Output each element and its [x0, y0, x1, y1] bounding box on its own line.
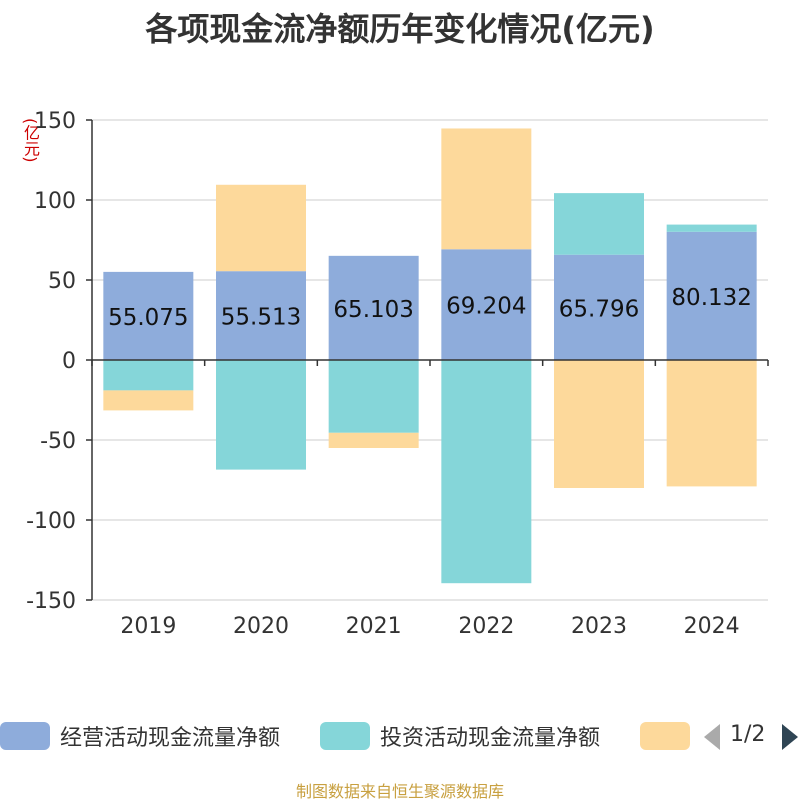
- x-tick-label: 2023: [571, 614, 627, 639]
- data-label: 55.075: [108, 305, 188, 331]
- data-label: 65.103: [333, 297, 413, 323]
- y-tick-label: 50: [48, 269, 76, 294]
- bar-series0: [103, 271, 194, 360]
- x-tick-label: 2019: [120, 614, 176, 639]
- legend-swatch-operating: [0, 722, 50, 750]
- source-note: 制图数据来自恒生聚源数据库: [295, 782, 504, 801]
- chart-title: 各项现金流净额历年变化情况(亿元): [145, 10, 655, 48]
- bar-series1: [666, 224, 757, 232]
- pager-text: 1/2: [730, 722, 766, 747]
- x-tick-label: 2022: [458, 614, 514, 639]
- bar-series2: [328, 432, 419, 448]
- legend-label-operating: 经营活动现金流量净额: [60, 726, 281, 751]
- x-tick-label: 2020: [233, 614, 289, 639]
- legend-item-operating[interactable]: 经营活动现金流量净额: [0, 716, 280, 756]
- bar-series1: [216, 360, 306, 470]
- y-tick-label: -50: [40, 429, 76, 454]
- x-tick-label: 2021: [346, 614, 402, 639]
- cash-flow-chart: 150 100 50 0 -50 -100 -150 55.075 2019 55.513 2020…: [26, 109, 769, 639]
- legend-item-investing[interactable]: 投资活动现金流量净额: [320, 716, 600, 756]
- legend-label-investing: 投资活动现金流量净额: [380, 726, 601, 751]
- bar-series0: [328, 255, 419, 360]
- bar-series2: [554, 360, 644, 488]
- bar-layer: [103, 128, 757, 584]
- label-layer: 150 100 50 0 -50 -100 -150 55.075 2019 55.513 2020…: [26, 109, 752, 639]
- bar-series1: [554, 193, 644, 255]
- bar-series1: [441, 360, 532, 584]
- data-label: 69.204: [446, 294, 526, 320]
- bar-series2: [216, 184, 306, 272]
- x-tick-label: 2024: [684, 614, 740, 639]
- axis-layer: [86, 119, 769, 601]
- prev-arrow-icon[interactable]: [704, 724, 720, 750]
- bar-series0: [441, 249, 532, 360]
- bar-series0: [216, 271, 306, 360]
- bar-series1: [103, 360, 194, 391]
- y-tick-label: -100: [26, 509, 76, 534]
- y-tick-label: 0: [62, 349, 76, 374]
- legend-item-financing[interactable]: [640, 716, 690, 756]
- data-label: 65.796: [559, 296, 639, 322]
- legend-pager: 1/2: [700, 716, 800, 756]
- y-tick-label: 100: [34, 189, 76, 214]
- next-arrow-icon[interactable]: [782, 724, 798, 750]
- y-tick-label: 150: [34, 109, 76, 134]
- legend-swatch-financing: [640, 722, 690, 750]
- grid-layer: [92, 119, 768, 601]
- y-tick-label: -150: [26, 589, 76, 614]
- legend: 经营活动现金流量净额 投资活动现金流量净额 1/2: [0, 716, 800, 756]
- data-label: 55.513: [221, 305, 301, 331]
- legend-swatch-investing: [320, 722, 370, 750]
- data-label: 80.132: [671, 285, 751, 311]
- bar-series1: [328, 360, 419, 433]
- bar-series2: [103, 390, 194, 411]
- bar-series2: [441, 128, 532, 250]
- y-axis-unit: (亿元): [21, 118, 40, 163]
- bar-series0: [554, 254, 644, 360]
- bar-series0: [666, 231, 757, 360]
- bar-series2: [666, 360, 757, 487]
